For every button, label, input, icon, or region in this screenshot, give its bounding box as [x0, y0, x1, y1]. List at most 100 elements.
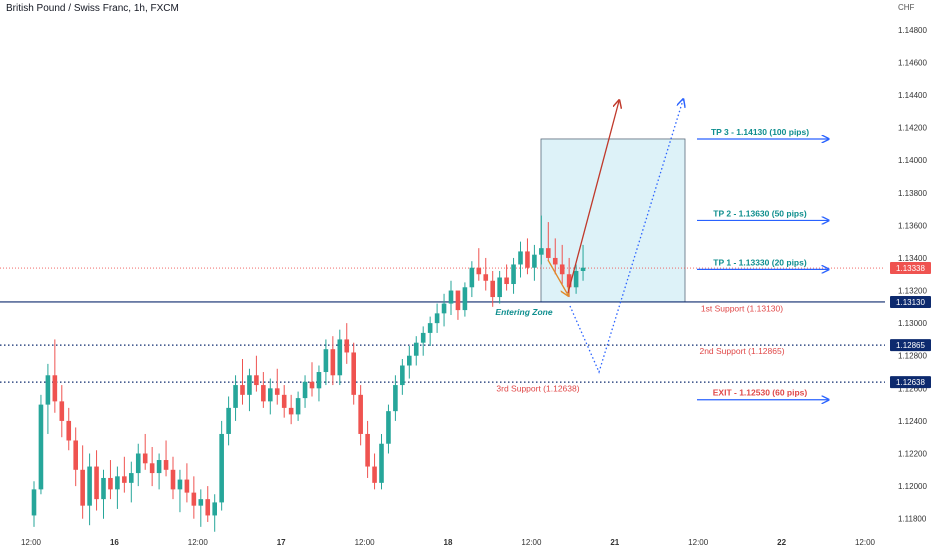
candle — [163, 440, 169, 477]
time-tick: 12:00 — [688, 538, 709, 547]
bullish-projection-arrow — [567, 101, 619, 294]
candle-body — [66, 420, 72, 441]
candle — [281, 385, 287, 418]
candle — [135, 443, 141, 487]
candle-body — [469, 267, 475, 288]
candle — [351, 342, 356, 405]
candle — [156, 453, 162, 490]
candle-body — [532, 254, 537, 268]
candle — [31, 481, 37, 527]
candlesticks — [31, 215, 586, 532]
candle — [372, 453, 377, 490]
candle — [552, 238, 558, 275]
time-tick: 12:00 — [855, 538, 876, 547]
price-tick: 1.14800 — [898, 26, 927, 35]
candle-body — [573, 270, 579, 288]
target-label: TP 3 - 1.14130 (100 pips) — [711, 127, 809, 137]
candle-body — [427, 323, 433, 333]
candle-body — [365, 433, 370, 467]
candle-body — [219, 433, 224, 503]
candle-body — [497, 277, 502, 298]
candle-body — [448, 290, 454, 304]
candle — [129, 461, 134, 503]
candle-body — [566, 274, 572, 288]
candle-body — [135, 453, 141, 474]
candle-body — [476, 267, 482, 275]
candle-body — [386, 411, 391, 444]
candle-body — [490, 280, 495, 298]
candle-body — [559, 264, 565, 275]
price-tick: 1.12000 — [898, 482, 927, 491]
candle — [420, 326, 426, 356]
price-tick: 1.14400 — [898, 91, 927, 100]
candle — [170, 456, 176, 500]
candle-body — [337, 339, 343, 376]
candle — [559, 244, 565, 285]
price-tick: 1.12800 — [898, 352, 927, 361]
candle-body — [552, 257, 558, 265]
candle — [219, 420, 224, 511]
candle — [337, 329, 343, 386]
candle — [393, 375, 398, 421]
candle — [525, 238, 530, 275]
candle-body — [247, 375, 252, 395]
candle-body — [212, 502, 217, 516]
candle-body — [108, 477, 113, 490]
time-tick: 16 — [110, 538, 119, 547]
time-tick: 18 — [444, 538, 453, 547]
candle — [295, 391, 301, 421]
candle-body — [163, 460, 169, 470]
candle-body — [184, 479, 190, 493]
candle — [455, 290, 461, 320]
price-tick: 1.14000 — [898, 156, 927, 165]
current-price-tag: 1.13338 — [896, 264, 925, 273]
candle-body — [281, 394, 287, 408]
candle-body — [73, 440, 78, 470]
candle — [233, 375, 238, 421]
level-price-tag-2: 1.12865 — [896, 341, 925, 350]
candle — [274, 368, 280, 405]
candle-body — [351, 352, 356, 395]
price-tick: 1.13200 — [898, 287, 927, 296]
candle-body — [226, 407, 231, 434]
candle-body — [59, 401, 65, 421]
candle — [59, 385, 65, 438]
candle-body — [87, 466, 92, 506]
candle — [115, 466, 120, 509]
candle — [212, 494, 217, 532]
candle-body — [274, 388, 280, 395]
candle — [288, 394, 294, 425]
time-tick: 21 — [610, 538, 619, 547]
candle — [344, 323, 350, 364]
candle-body — [94, 466, 99, 500]
target-label: TP 1 - 1.13330 (20 pips) — [713, 257, 807, 267]
candle-body — [434, 313, 440, 324]
candle-body — [330, 349, 336, 376]
candle-body — [441, 303, 447, 314]
candle — [309, 362, 315, 397]
candle-body — [546, 248, 551, 258]
candle-body — [101, 477, 106, 500]
candle — [448, 280, 454, 315]
candle — [205, 486, 211, 522]
candle-body — [254, 375, 259, 386]
candle-body — [393, 385, 398, 412]
candle — [504, 264, 509, 291]
candle — [386, 404, 391, 454]
candle-body — [372, 466, 377, 483]
candle-body — [323, 349, 329, 373]
candle — [511, 257, 516, 294]
candle — [94, 450, 99, 511]
candle — [434, 303, 440, 333]
profit-zone — [540, 138, 686, 303]
candle-body — [400, 365, 405, 386]
candle — [261, 372, 266, 408]
candle — [379, 433, 384, 490]
candle-body — [142, 453, 148, 464]
candle — [254, 355, 259, 392]
candle-body — [344, 339, 350, 353]
candle — [407, 345, 412, 379]
candle — [302, 375, 308, 408]
target-label: EXIT - 1.12530 (60 pips) — [713, 388, 808, 398]
